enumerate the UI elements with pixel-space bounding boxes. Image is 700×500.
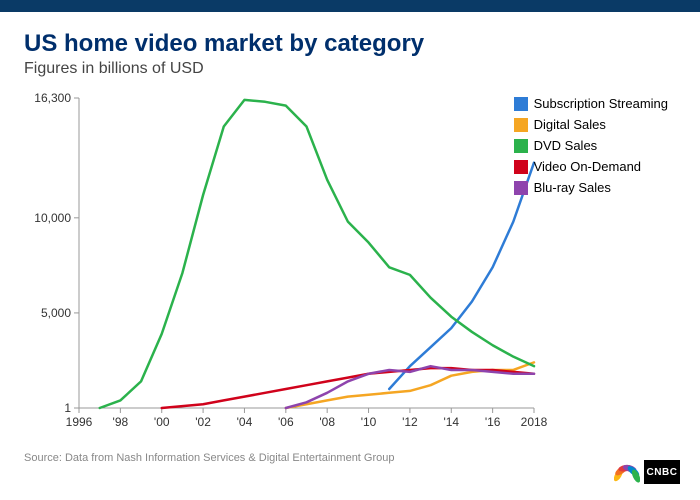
chart-area: 1 5,000 10,000 16,300 1996 '98 '00 '02 '04 '06 '08… <box>24 88 676 448</box>
svg-text:1: 1 <box>64 401 71 415</box>
svg-text:10,000: 10,000 <box>34 211 71 225</box>
legend-item: DVD Sales <box>514 138 668 153</box>
legend-swatch <box>514 139 528 153</box>
legend-item: Video On-Demand <box>514 159 668 174</box>
svg-text:'02: '02 <box>195 415 211 429</box>
legend-label: DVD Sales <box>534 138 598 153</box>
svg-text:1996: 1996 <box>66 415 93 429</box>
svg-text:'14: '14 <box>443 415 459 429</box>
svg-text:'12: '12 <box>402 415 418 429</box>
legend-label: Video On-Demand <box>534 159 641 174</box>
legend-label: Blu-ray Sales <box>534 180 611 195</box>
chart-title: US home video market by category <box>24 30 676 58</box>
legend-item: Subscription Streaming <box>514 96 668 111</box>
svg-text:'08: '08 <box>319 415 335 429</box>
legend-swatch <box>514 181 528 195</box>
cnbc-logo: CNBC <box>614 460 680 484</box>
svg-text:'04: '04 <box>237 415 253 429</box>
svg-text:16,300: 16,300 <box>34 91 71 105</box>
legend-label: Digital Sales <box>534 117 606 132</box>
peacock-icon <box>614 460 640 484</box>
chart-container: US home video market by category Figures… <box>0 12 700 448</box>
top-accent-bar <box>0 0 700 12</box>
chart-subtitle: Figures in billions of USD <box>24 60 676 78</box>
legend-item: Blu-ray Sales <box>514 180 668 195</box>
legend-swatch <box>514 97 528 111</box>
svg-text:'98: '98 <box>113 415 129 429</box>
chart-legend: Subscription Streaming Digital Sales DVD S… <box>514 96 668 201</box>
svg-text:'10: '10 <box>361 415 377 429</box>
chart-source: Source: Data from Nash Information Servi… <box>0 448 700 464</box>
svg-text:'06: '06 <box>278 415 294 429</box>
svg-text:'16: '16 <box>485 415 501 429</box>
legend-swatch <box>514 160 528 174</box>
legend-label: Subscription Streaming <box>534 96 668 111</box>
svg-text:2018: 2018 <box>521 415 548 429</box>
cnbc-text: CNBC <box>644 460 680 484</box>
svg-text:5,000: 5,000 <box>41 306 71 320</box>
svg-text:'00: '00 <box>154 415 170 429</box>
legend-item: Digital Sales <box>514 117 668 132</box>
legend-swatch <box>514 118 528 132</box>
